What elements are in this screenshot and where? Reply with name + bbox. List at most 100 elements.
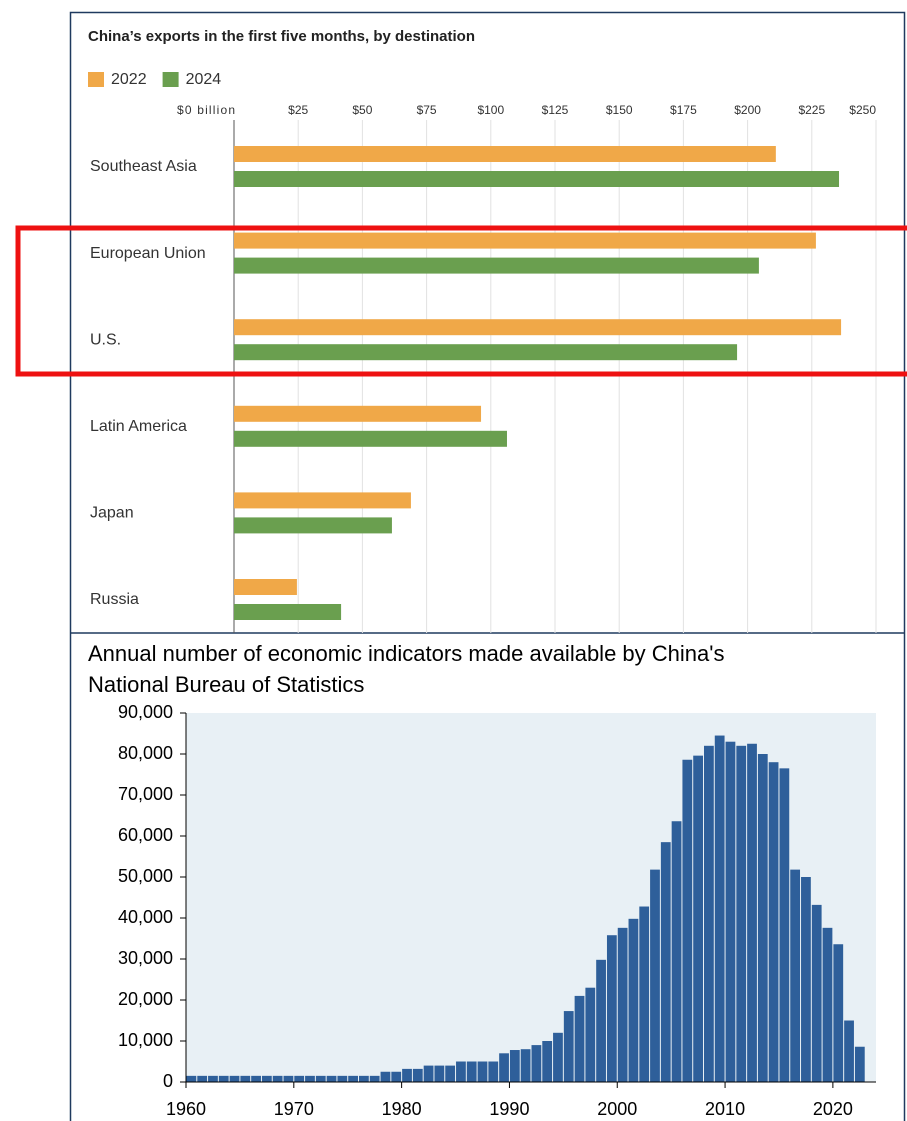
bar bbox=[445, 1065, 456, 1082]
x-tick-label: $0 billion bbox=[177, 103, 235, 117]
bar bbox=[596, 959, 606, 1082]
legend-label: 2024 bbox=[186, 71, 222, 88]
bar bbox=[234, 492, 411, 509]
bar bbox=[456, 1061, 466, 1082]
x-tick-label: $125 bbox=[542, 103, 569, 117]
bar bbox=[423, 1065, 434, 1082]
bar bbox=[434, 1065, 445, 1082]
bar bbox=[402, 1068, 412, 1082]
bar bbox=[186, 1075, 197, 1082]
chart-subtitle: National Bureau of Statistics bbox=[88, 672, 364, 697]
x-tick-label: $225 bbox=[798, 103, 825, 117]
bar bbox=[305, 1075, 315, 1082]
chart-title: Annual number of economic indicators mad… bbox=[88, 641, 724, 666]
bar bbox=[553, 1032, 563, 1082]
bar bbox=[359, 1075, 369, 1082]
y-tick-label: 30,000 bbox=[118, 948, 173, 968]
frame bbox=[69, 11, 906, 1121]
x-tick-label: $200 bbox=[734, 103, 761, 117]
bar bbox=[234, 517, 392, 534]
legend-swatch bbox=[162, 72, 179, 87]
bar bbox=[412, 1068, 423, 1082]
x-tick-label: 1980 bbox=[382, 1099, 422, 1119]
bar bbox=[844, 1020, 854, 1082]
bar bbox=[639, 906, 650, 1082]
bar bbox=[488, 1061, 499, 1082]
bar bbox=[315, 1075, 326, 1082]
bar bbox=[234, 579, 297, 595]
exports-chart: China’s exports in the first five months… bbox=[88, 28, 877, 633]
bar bbox=[391, 1071, 402, 1082]
bar bbox=[234, 171, 840, 187]
y-tick-label: 50,000 bbox=[118, 866, 173, 886]
bar bbox=[251, 1075, 261, 1082]
bar bbox=[283, 1075, 294, 1082]
bar bbox=[725, 741, 736, 1082]
category-label: Japan bbox=[90, 505, 134, 522]
chart-title: China’s exports in the first five months… bbox=[88, 28, 475, 45]
bar bbox=[272, 1075, 283, 1082]
bar bbox=[234, 257, 759, 274]
y-tick-label: 90,000 bbox=[118, 702, 173, 722]
y-tick-label: 80,000 bbox=[118, 743, 173, 763]
indicators-chart: Annual number of economic indicators mad… bbox=[88, 641, 876, 1119]
bar bbox=[326, 1075, 337, 1082]
category-label: U.S. bbox=[90, 331, 121, 348]
bar bbox=[682, 759, 693, 1082]
bar bbox=[234, 430, 507, 447]
bar bbox=[854, 1046, 865, 1082]
bar bbox=[380, 1071, 391, 1082]
x-tick-label: 1960 bbox=[166, 1099, 206, 1119]
bar bbox=[747, 743, 757, 1082]
bar bbox=[234, 146, 776, 162]
bar bbox=[833, 944, 844, 1082]
bar bbox=[240, 1075, 251, 1082]
bar bbox=[660, 842, 671, 1082]
bar bbox=[348, 1075, 358, 1082]
bar bbox=[801, 877, 811, 1082]
x-tick-label: $75 bbox=[417, 103, 437, 117]
bar bbox=[585, 987, 596, 1082]
bar bbox=[822, 927, 833, 1082]
x-tick-label: $150 bbox=[606, 103, 633, 117]
category-label: Russia bbox=[90, 591, 139, 608]
highlight-box bbox=[15, 225, 907, 377]
x-tick-label: 2020 bbox=[813, 1099, 853, 1119]
x-tick-label: 1990 bbox=[489, 1099, 529, 1119]
y-tick-label: 10,000 bbox=[118, 1030, 173, 1050]
bar bbox=[208, 1075, 218, 1082]
bar bbox=[477, 1061, 488, 1082]
bar bbox=[617, 927, 628, 1082]
bar bbox=[606, 935, 617, 1082]
x-tick-label: 2000 bbox=[597, 1099, 637, 1119]
bar bbox=[693, 755, 703, 1082]
bar bbox=[234, 232, 816, 249]
category-label: European Union bbox=[90, 245, 206, 262]
x-tick-label: $50 bbox=[352, 103, 372, 117]
bar bbox=[234, 344, 738, 361]
bar bbox=[704, 745, 714, 1082]
x-tick-label: $25 bbox=[288, 103, 308, 117]
bar bbox=[757, 754, 768, 1082]
y-tick-label: 20,000 bbox=[118, 989, 173, 1009]
bar bbox=[197, 1075, 208, 1082]
bar bbox=[337, 1075, 348, 1082]
bar bbox=[671, 821, 682, 1082]
bar bbox=[218, 1075, 229, 1082]
legend-swatch bbox=[88, 72, 104, 87]
bar bbox=[509, 1050, 520, 1082]
bar bbox=[234, 405, 482, 422]
bar bbox=[736, 745, 747, 1082]
y-tick-label: 70,000 bbox=[118, 784, 173, 804]
bar bbox=[261, 1075, 272, 1082]
bar bbox=[229, 1075, 240, 1082]
x-tick-label: $100 bbox=[477, 103, 504, 117]
bar bbox=[499, 1053, 509, 1082]
bar bbox=[294, 1075, 305, 1082]
bar bbox=[779, 768, 790, 1082]
x-tick-label: 1970 bbox=[274, 1099, 314, 1119]
bar bbox=[234, 604, 342, 620]
bar bbox=[563, 1011, 574, 1082]
bar bbox=[234, 319, 842, 336]
